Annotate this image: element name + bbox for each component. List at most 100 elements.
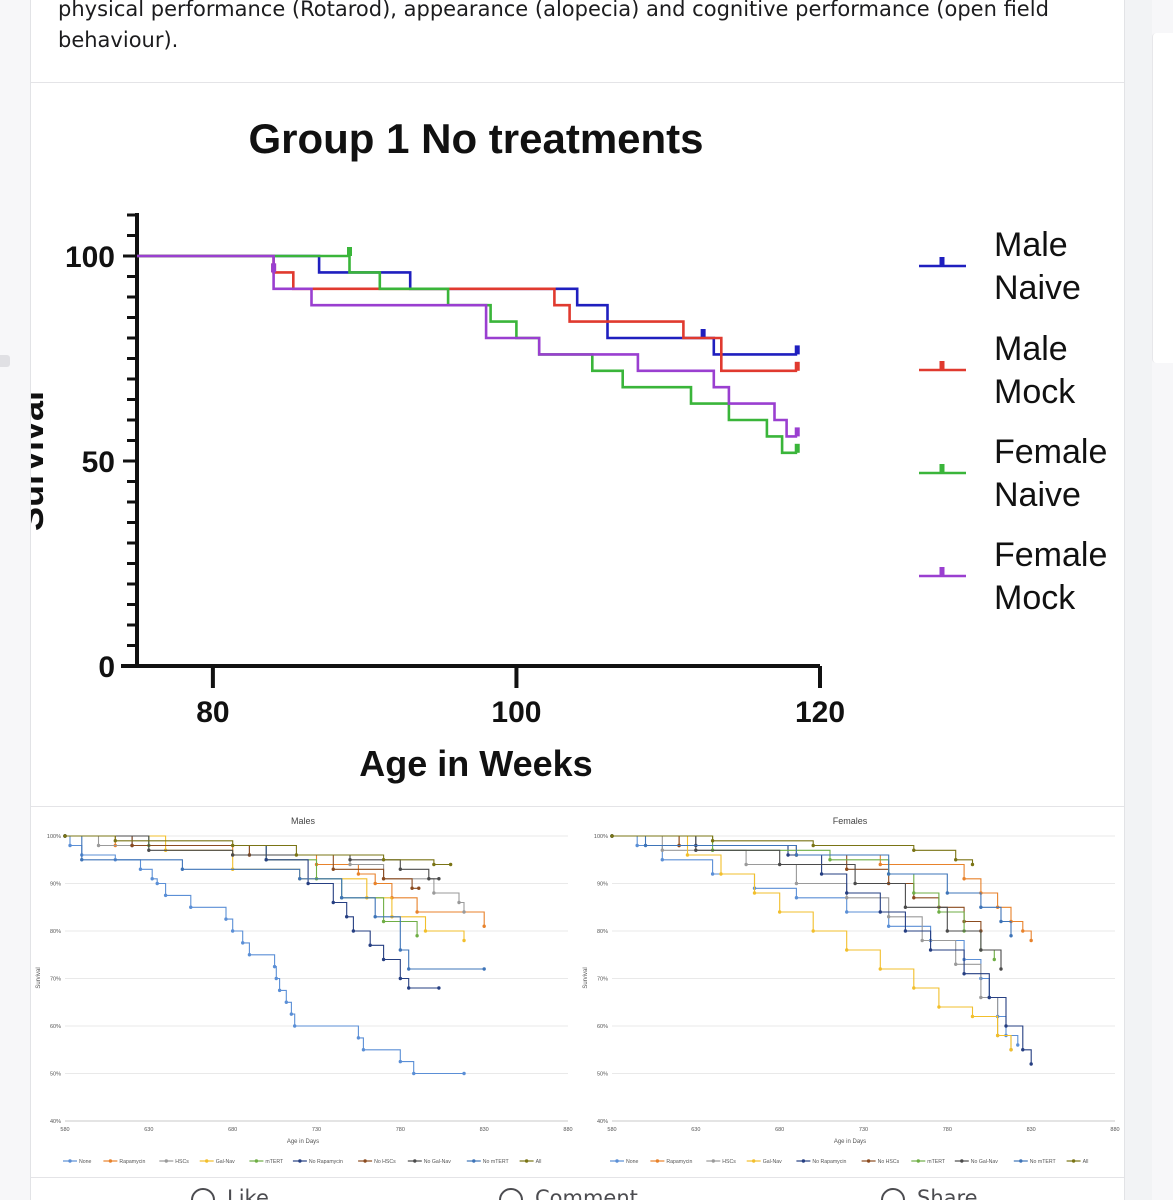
data-point (462, 1071, 466, 1076)
legend-label: None (626, 1159, 639, 1165)
y-tick-label: 50% (597, 1072, 608, 1078)
y-tick-label: 70% (597, 977, 608, 983)
legend-label: HSCs (722, 1159, 736, 1165)
data-point (660, 858, 664, 862)
data-point (828, 858, 832, 862)
x-tick-label: 730 (312, 1127, 321, 1133)
data-point (719, 872, 723, 876)
y-axis-label: Survival (583, 967, 589, 988)
legend-label: Naive (994, 269, 1081, 307)
data-point (230, 843, 235, 848)
legend-marker (298, 1159, 302, 1163)
series-line-no-rapamycin (65, 835, 439, 989)
share-icon (881, 1188, 905, 1200)
y-tick-label: 90% (597, 882, 608, 888)
legend-label: Mock (994, 373, 1076, 411)
legend-label: No Gal-Nav (424, 1159, 452, 1165)
data-point (373, 881, 377, 886)
data-point (777, 910, 782, 914)
y-tick-label: 0 (98, 651, 115, 684)
data-point (954, 858, 958, 862)
legend-label: Male (994, 226, 1068, 264)
data-point (1009, 1048, 1013, 1052)
x-tick-label: 780 (396, 1127, 405, 1133)
comment-button[interactable]: Comment (499, 1184, 638, 1200)
data-point (356, 1036, 361, 1040)
x-tick-label: 120 (795, 696, 845, 729)
data-point (264, 858, 268, 862)
legend-label: All (536, 1159, 542, 1165)
data-point (992, 957, 996, 962)
post-text-line: physical performance (Rotarod), appearan… (58, 0, 1049, 21)
series-line-mtert (65, 835, 418, 936)
y-axis-label: Survival (31, 391, 51, 531)
data-point (1021, 1048, 1025, 1052)
data-point (410, 886, 414, 890)
legend-label: No Rapamycin (309, 1159, 343, 1165)
data-point (294, 853, 299, 857)
legend-label: No mTERT (1030, 1159, 1057, 1165)
y-tick-label: 70% (50, 977, 61, 983)
data-point (970, 1014, 975, 1019)
data-point (373, 915, 377, 919)
data-point (68, 843, 72, 848)
legend-marker (254, 1159, 259, 1163)
like-button[interactable]: Like (191, 1184, 269, 1200)
y-tick-label: 100% (47, 834, 61, 840)
data-point (819, 872, 824, 876)
data-point (448, 862, 453, 867)
data-point (845, 948, 849, 952)
y-tick-label: 60% (50, 1024, 61, 1030)
divider (31, 1177, 1124, 1178)
data-point (284, 1000, 289, 1004)
data-point (794, 896, 799, 900)
data-point (643, 843, 648, 848)
data-point (912, 891, 916, 895)
data-point (845, 896, 849, 900)
divider (31, 82, 1124, 83)
data-point (293, 1024, 297, 1028)
x-axis-label: Age in Days (834, 1139, 866, 1145)
share-button[interactable]: Share (881, 1184, 978, 1200)
data-point (694, 848, 698, 852)
thumbs-up-icon (191, 1188, 215, 1200)
data-point (962, 877, 966, 881)
data-point (407, 967, 411, 971)
x-tick-label: 630 (144, 1127, 153, 1133)
data-point (432, 891, 436, 895)
x-axis-label: Age in Weeks (359, 743, 592, 784)
chart-title: Group 1 No treatments (248, 115, 703, 162)
data-point (903, 929, 908, 933)
legend-label: No HSCs (374, 1159, 396, 1165)
data-point (462, 910, 466, 914)
data-point (811, 843, 815, 848)
x-tick-label: 100 (491, 696, 541, 729)
comment-label: Comment (535, 1186, 638, 1200)
data-point (878, 910, 882, 914)
series-line-no-mtert (612, 835, 1012, 936)
left-gutter (0, 0, 30, 1200)
legend-label: Mock (994, 579, 1076, 617)
legend-marker (413, 1159, 417, 1163)
right-edge (1152, 0, 1173, 1200)
data-point (635, 843, 639, 848)
data-point (1021, 929, 1025, 933)
data-point (482, 967, 486, 971)
x-tick-label: 80 (196, 696, 229, 729)
series-line-gal-nav (612, 835, 1012, 1050)
data-point (457, 900, 461, 905)
data-point (427, 877, 431, 881)
x-axis-label: Age in Days (287, 1139, 319, 1145)
y-tick-label: 60% (597, 1024, 608, 1030)
series-line-male-naive (137, 254, 798, 356)
legend-label: None (79, 1159, 92, 1165)
data-point (845, 910, 849, 914)
legend-label: Female (994, 433, 1107, 471)
data-point (306, 881, 310, 886)
series-line-male-mock (137, 254, 798, 373)
data-point (886, 915, 891, 919)
data-point (381, 877, 386, 881)
series-line-no-hscs (65, 835, 419, 889)
data-point (912, 986, 916, 990)
data-point (398, 948, 403, 952)
